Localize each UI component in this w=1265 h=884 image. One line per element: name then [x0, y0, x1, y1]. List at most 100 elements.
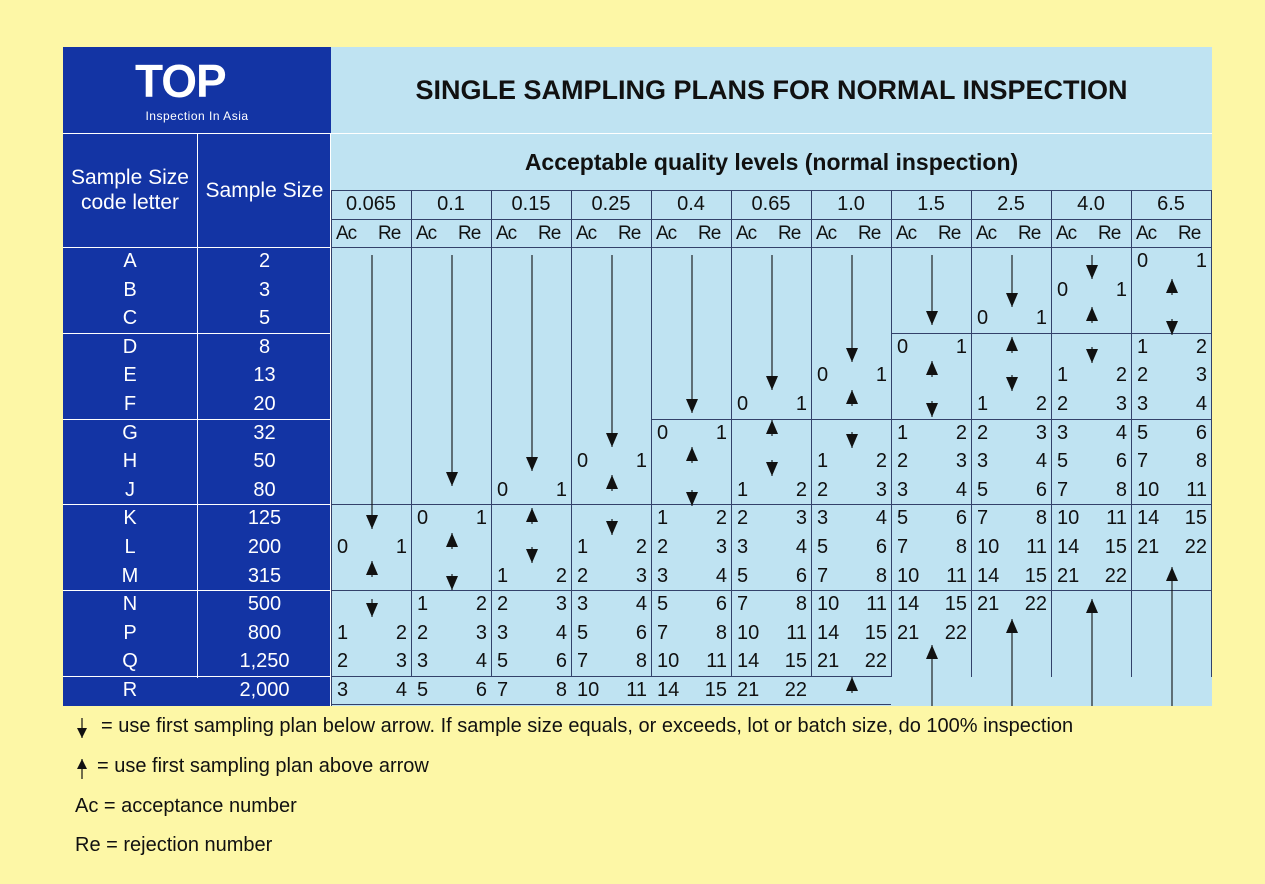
code-letter-cell: E — [123, 364, 137, 387]
ac-value: 0 — [737, 393, 749, 415]
re-value: 22 — [1184, 536, 1207, 558]
re-value: 11 — [946, 564, 967, 587]
up-arrow-icon — [1086, 307, 1098, 323]
ac-value: 1 — [977, 393, 989, 415]
re-value: 2 — [1115, 364, 1127, 387]
divider — [891, 190, 892, 677]
down-arrow-icon — [446, 574, 458, 590]
re-value: 1 — [635, 450, 647, 473]
down-arrow-icon — [606, 255, 618, 447]
down-arrow-icon — [366, 255, 378, 529]
re-value: 4 — [1115, 421, 1127, 444]
re-value: 3 — [715, 536, 727, 558]
ac-value: 10 — [1057, 507, 1080, 530]
divider — [331, 247, 1212, 248]
down-arrow-icon — [686, 490, 698, 506]
ac-value: 0 — [1137, 250, 1149, 272]
re-value: 2 — [875, 450, 887, 473]
ac-value: 2 — [897, 450, 909, 473]
legend-ac: Ac = acceptance number — [75, 795, 297, 817]
re-value: 8 — [715, 621, 727, 644]
ac-value: 2 — [657, 536, 669, 558]
re-header: Re — [858, 223, 881, 244]
ac-value: 10 — [1137, 478, 1160, 501]
divider — [331, 504, 1211, 506]
ac-value: 3 — [1057, 421, 1069, 444]
re-header: Re — [378, 223, 401, 244]
re-value: 1 — [1115, 278, 1127, 301]
ac-value: 3 — [577, 593, 589, 616]
ac-value: 14 — [657, 679, 680, 701]
sample-size-cell: 50 — [253, 450, 276, 473]
re-value: 6 — [955, 507, 967, 530]
ac-value: 2 — [737, 507, 749, 530]
re-header: Re — [1098, 223, 1121, 244]
re-value: 2 — [635, 536, 647, 558]
divider — [491, 190, 492, 677]
ac-value: 10 — [817, 593, 840, 616]
ac-value: 21 — [1057, 564, 1080, 587]
re-value: 22 — [784, 679, 807, 701]
ac-value: 10 — [657, 650, 680, 673]
sample-size-cell: 80 — [253, 478, 276, 501]
brand-logo: TOP Inspection In Asia — [63, 47, 331, 133]
code-letter-cell: M — [121, 564, 139, 587]
ac-header: Ac — [656, 223, 677, 244]
re-header: Re — [1018, 223, 1041, 244]
re-value: 2 — [1195, 335, 1207, 358]
re-value: 8 — [1195, 450, 1207, 473]
re-value: 6 — [1035, 478, 1047, 501]
sample-size-cell: 2,000 — [239, 679, 290, 701]
ac-value: 7 — [737, 593, 749, 616]
down-arrow-icon — [1006, 375, 1018, 391]
re-value: 6 — [795, 564, 807, 587]
re-value: 2 — [555, 564, 567, 587]
ac-value: 5 — [1057, 450, 1069, 473]
ac-value: 21 — [977, 593, 1000, 616]
ac-value: 14 — [1057, 536, 1080, 558]
re-value: 6 — [1115, 450, 1127, 473]
re-value: 22 — [864, 650, 887, 673]
divider — [731, 418, 1211, 420]
re-value: 3 — [795, 507, 807, 530]
re-value: 2 — [475, 593, 487, 616]
ac-value: 21 — [897, 621, 920, 644]
re-value: 4 — [715, 564, 727, 587]
sample-size-cell: 125 — [247, 507, 282, 530]
divider — [331, 190, 1212, 191]
divider — [811, 190, 812, 677]
aql-level-header: 0.065 — [345, 193, 397, 215]
ac-value: 5 — [417, 679, 429, 701]
up-arrow-icon — [526, 508, 538, 524]
ac-value: 0 — [417, 507, 429, 530]
sample-size-cell: 3 — [258, 278, 271, 301]
ac-value: 14 — [977, 564, 1000, 587]
re-value: 1 — [715, 421, 727, 444]
ac-value: 7 — [977, 507, 989, 530]
re-value: 1 — [1035, 307, 1047, 330]
ac-value: 1 — [337, 621, 349, 644]
re-header: Re — [778, 223, 801, 244]
re-value: 2 — [715, 507, 727, 530]
divider — [331, 133, 1212, 134]
re-value: 11 — [1186, 478, 1207, 501]
re-header: Re — [458, 223, 481, 244]
ac-value: 0 — [817, 364, 829, 387]
re-value: 22 — [1024, 593, 1047, 616]
down-arrow-icon — [926, 255, 938, 325]
re-value: 8 — [875, 564, 887, 587]
ac-value: 3 — [497, 621, 509, 644]
sampling-plan-table: TOP Inspection In Asia Sample Size code … — [63, 47, 1212, 706]
divider — [330, 133, 331, 706]
page-title: SINGLE SAMPLING PLANS FOR NORMAL INSPECT… — [415, 74, 1128, 105]
divider — [411, 190, 412, 677]
divider — [331, 190, 332, 706]
aql-level-header: 4.0 — [1077, 193, 1105, 215]
re-value: 1 — [395, 536, 407, 558]
ac-header: Ac — [336, 223, 357, 244]
re-value: 3 — [555, 593, 567, 616]
code-letter-cell: Q — [122, 650, 138, 673]
ac-value: 7 — [897, 536, 909, 558]
sample-size-cell: 500 — [247, 593, 282, 616]
down-arrow-icon — [366, 599, 378, 617]
